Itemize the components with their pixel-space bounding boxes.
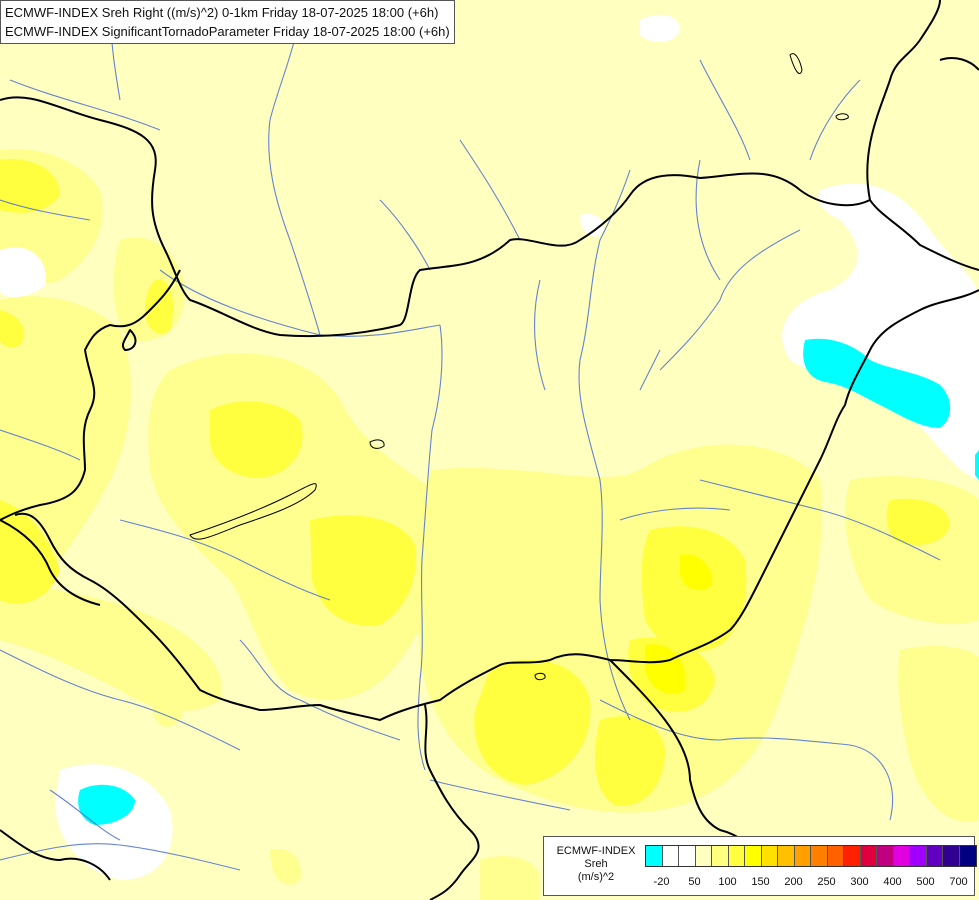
legend-swatch — [926, 846, 943, 866]
legend-tick-label: 100 — [718, 876, 737, 888]
legend-swatch — [662, 846, 679, 866]
legend-tick-label: 300 — [850, 876, 869, 888]
legend-tick-label: 150 — [751, 876, 770, 888]
legend-swatch — [778, 846, 795, 866]
legend-unit: (m/s)^2 — [577, 871, 615, 883]
title-line-stp: ECMWF-INDEX SignificantTornadoParameter … — [5, 24, 450, 39]
legend-swatch — [761, 846, 778, 866]
rivers — [0, 0, 941, 871]
legend-swatch — [794, 846, 811, 866]
legend-swatch — [844, 846, 861, 866]
legend-tick-label: 250 — [817, 876, 836, 888]
sreh-150-200-regions — [645, 554, 713, 694]
map-title-box: ECMWF-INDEX Sreh Right ((m/s)^2) 0-1km F… — [0, 0, 455, 44]
title-line-sreh: ECMWF-INDEX Sreh Right ((m/s)^2) 0-1km F… — [5, 5, 439, 20]
legend-parameter: Sreh — [584, 858, 608, 870]
legend-swatch — [943, 846, 960, 866]
legend-swatch — [827, 846, 844, 866]
legend-swatch — [959, 846, 976, 866]
legend-tick-label: 200 — [784, 876, 803, 888]
legend-ticks: -20 50 100 150 200 250 300 400 500 700 — [645, 876, 975, 890]
legend-swatches — [645, 845, 977, 867]
legend-swatch — [860, 846, 877, 866]
legend-tick-label: 400 — [883, 876, 902, 888]
legend-model: ECMWF-INDEX — [556, 845, 636, 857]
legend-title: ECMWF-INDEX Sreh (m/s)^2 — [548, 845, 644, 884]
legend-swatch — [910, 846, 927, 866]
legend-swatch — [679, 846, 696, 866]
lakes — [189, 53, 849, 681]
legend-tick-label: 50 — [688, 876, 701, 888]
legend-tick-label: -20 — [653, 876, 670, 888]
legend-swatch — [811, 846, 828, 866]
legend-tick-label: 500 — [916, 876, 935, 888]
legend-swatch — [877, 846, 894, 866]
legend-swatch — [646, 846, 663, 866]
legend-swatch — [893, 846, 910, 866]
legend-swatch — [745, 846, 762, 866]
legend-swatch — [695, 846, 712, 866]
legend-swatch — [728, 846, 745, 866]
legend-swatch — [712, 846, 729, 866]
legend-tick-label: 700 — [949, 876, 968, 888]
color-legend: ECMWF-INDEX Sreh (m/s)^2 -20 50 100 150 200 2… — [543, 836, 977, 896]
sreh-negative-regions — [78, 338, 979, 825]
sreh-100-150-regions — [0, 159, 950, 806]
